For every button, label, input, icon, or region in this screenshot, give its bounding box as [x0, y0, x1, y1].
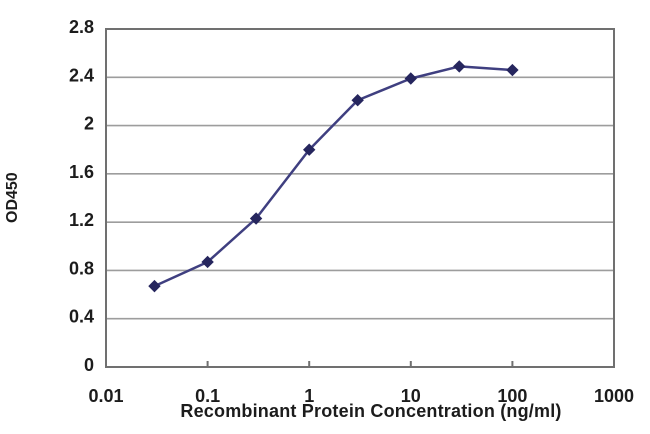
y-tick-label: 2 [84, 114, 94, 134]
y-tick-label: 2.8 [69, 17, 94, 37]
y-tick-label: 0 [84, 355, 94, 375]
x-tick-label: 1000 [594, 386, 634, 406]
data-point-marker [302, 143, 316, 156]
data-point-marker [453, 60, 466, 73]
data-point-marker [404, 72, 418, 85]
series-line [153, 65, 514, 288]
y-axis-title: OD450 [4, 172, 21, 224]
y-tick-label: 0.4 [69, 307, 94, 327]
data-point-marker [249, 212, 263, 225]
x-tick-label: 10 [401, 386, 421, 406]
x-tick-label: 0.01 [88, 386, 123, 406]
y-tick-label: 1.6 [69, 162, 94, 182]
x-axis-title: Recombinant Protein Concentration (ng/ml… [180, 401, 562, 421]
x-tick-label: 1 [304, 386, 314, 406]
plot-border [105, 28, 615, 368]
x-tick-label: 0.1 [195, 386, 220, 406]
y-tick-label: 2.4 [69, 65, 94, 85]
y-tick-label: 1.2 [69, 210, 94, 230]
data-point-marker [506, 63, 519, 77]
data-point-marker [201, 255, 214, 269]
x-tick-label: 100 [497, 386, 527, 406]
y-tick-label: 0.8 [69, 258, 94, 278]
data-point-marker [351, 94, 364, 107]
data-point-marker [148, 279, 161, 293]
